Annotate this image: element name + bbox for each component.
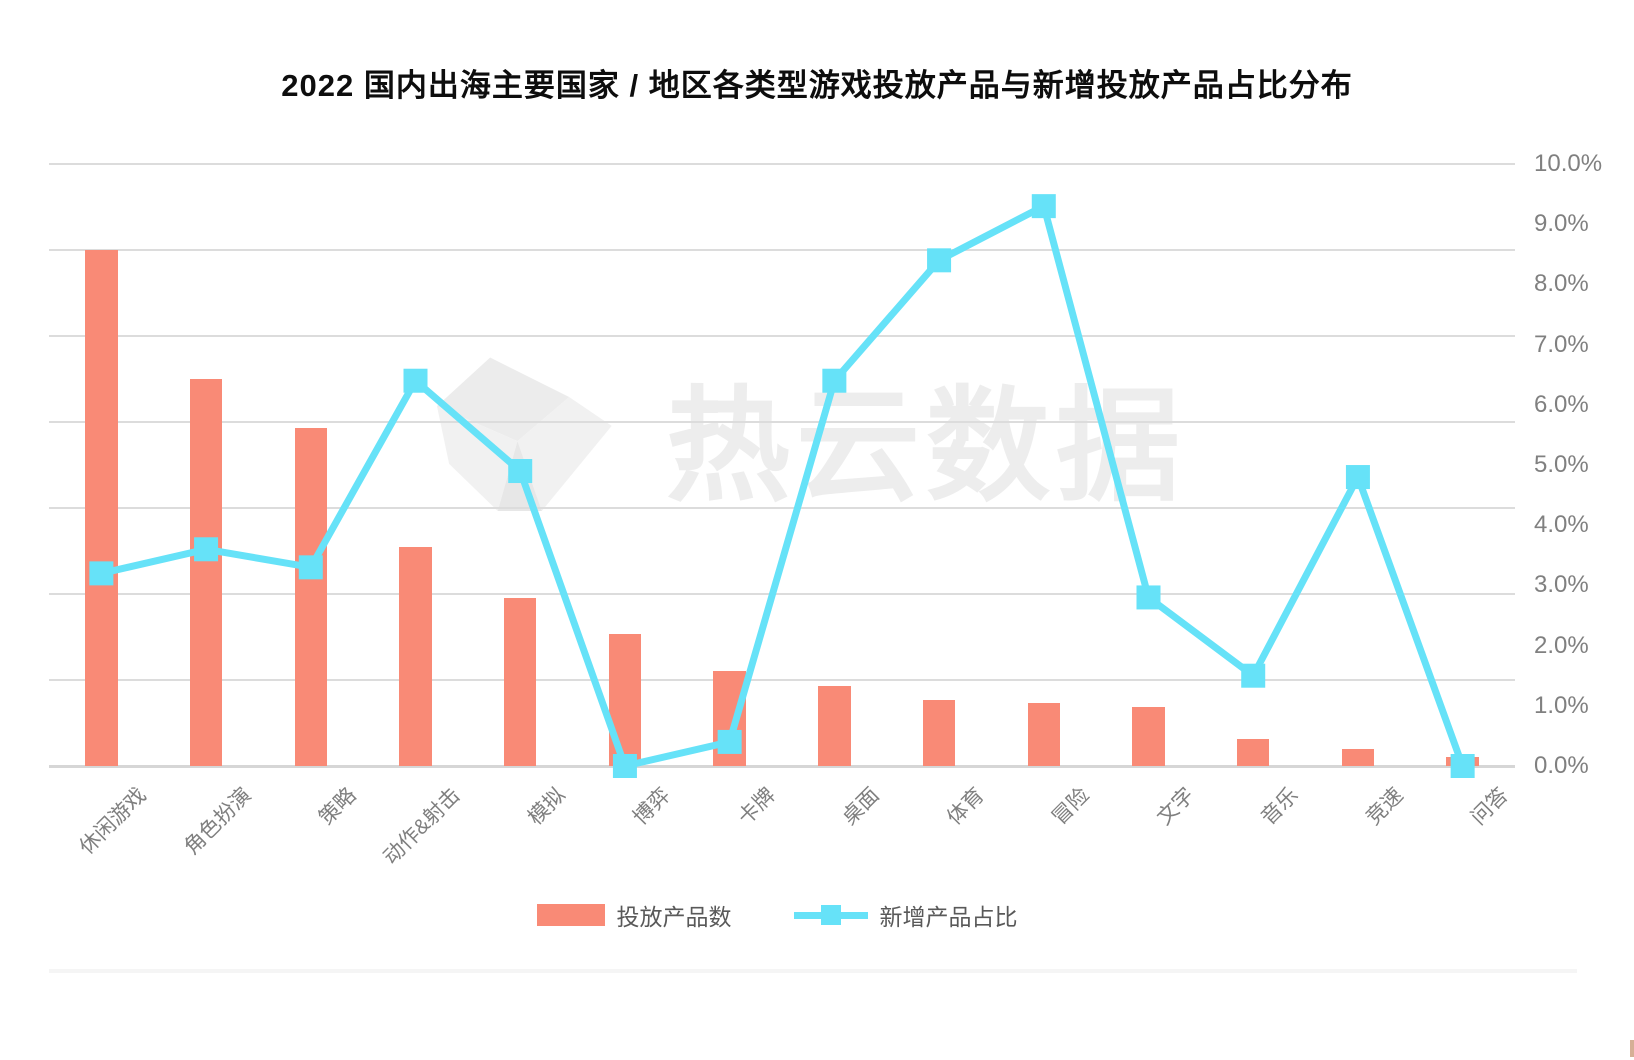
- x-axis-label: 体育: [942, 783, 989, 830]
- bar: [85, 250, 118, 766]
- gridline: [49, 335, 1515, 337]
- gridline: [49, 679, 1515, 681]
- line-marker: [822, 368, 847, 393]
- x-axis-label: 文字: [1152, 783, 1199, 830]
- y-axis-label: 2.0%: [1534, 631, 1589, 659]
- category-slot: [258, 164, 363, 766]
- category-slot: [887, 164, 992, 766]
- gridline: [49, 249, 1515, 251]
- y-axis-label: 3.0%: [1534, 571, 1589, 599]
- category-slot: [154, 164, 259, 766]
- right-y-axis: 10.0% 9.0% 8.0% 7.0% 6.0% 5.0% 4.0% 3.0% 2.0% 1.0…: [1534, 150, 1630, 779]
- legend-bar-swatch-icon: [536, 904, 605, 926]
- legend: 投放产品数 新增产品占比: [0, 898, 1594, 932]
- x-axis-label: 角色扮演: [180, 783, 256, 860]
- line-marker: [1450, 754, 1475, 778]
- bar: [189, 379, 223, 766]
- gridline: [49, 507, 1515, 509]
- chart-title: 2022 国内出海主要国家 / 地区各类型游戏投放产品与新增投放产品占比分布: [281, 68, 1353, 103]
- gridline: [49, 163, 1515, 165]
- edge-artifact: [1630, 1040, 1634, 1057]
- plot-area: [49, 163, 1515, 778]
- gridline: [49, 421, 1515, 423]
- y-axis-label: 7.0%: [1534, 330, 1589, 358]
- line-marker: [612, 754, 637, 778]
- line-marker: [194, 537, 219, 562]
- footer-divider: [49, 969, 1577, 973]
- y-axis-label: 0.0%: [1534, 752, 1589, 779]
- gridline: [49, 593, 1515, 595]
- bar: [818, 686, 851, 766]
- x-axis-label: 模拟: [524, 783, 571, 830]
- bar: [1132, 706, 1165, 766]
- legend-item-line: 新增产品占比: [793, 898, 1018, 932]
- bar: [922, 699, 956, 766]
- legend-label-line: 新增产品占比: [879, 904, 1018, 930]
- line-marker: [508, 459, 533, 484]
- x-axis-label: 问答: [1466, 783, 1513, 830]
- y-axis-label: 8.0%: [1534, 270, 1589, 298]
- bar: [399, 546, 432, 766]
- x-axis-label: 卡牌: [733, 783, 780, 830]
- category-slot: [991, 164, 1096, 766]
- x-axis: 休闲游戏 角色扮演 策略 动作&射击 模拟 博弈 卡牌 桌面 体育 冒险 文字 音乐 竞速 问答: [49, 766, 1515, 876]
- category-slot: [1096, 164, 1201, 766]
- line-marker: [1345, 465, 1370, 490]
- bar: [1237, 739, 1270, 766]
- x-axis-label: 音乐: [1257, 783, 1304, 830]
- bar: [294, 428, 328, 766]
- line-marker: [89, 561, 114, 586]
- x-axis-label: 竞速: [1361, 783, 1408, 830]
- bar-series: [49, 164, 1515, 766]
- line-marker: [1241, 663, 1266, 688]
- line-marker: [298, 555, 323, 580]
- line-path: [100, 200, 1466, 771]
- line-series: [89, 194, 1475, 778]
- bar: [1341, 748, 1375, 766]
- legend-line-swatch-icon: [793, 904, 868, 926]
- line-marker: [403, 368, 428, 393]
- y-axis-label: 5.0%: [1534, 451, 1589, 478]
- y-axis-label: 4.0%: [1534, 511, 1589, 539]
- y-axis-label: 6.0%: [1534, 390, 1589, 418]
- x-axis-line: [49, 765, 1515, 768]
- x-axis-label: 冒险: [1047, 783, 1094, 830]
- category-slot: [363, 164, 468, 766]
- y-axis-label: 1.0%: [1534, 691, 1589, 719]
- line-marker: [1136, 585, 1161, 610]
- category-slot: [1306, 164, 1411, 766]
- category-slot: [782, 164, 887, 766]
- x-axis-label: 桌面: [838, 783, 885, 830]
- x-axis-label: 策略: [314, 783, 361, 830]
- legend-line-marker: [820, 905, 841, 925]
- x-axis-label: 博弈: [628, 783, 675, 830]
- line-marker: [717, 729, 742, 754]
- x-axis-label: 动作&射击: [379, 783, 466, 870]
- line-marker: [1031, 194, 1056, 219]
- category-slot: [1201, 164, 1306, 766]
- category-slot: [468, 164, 573, 766]
- bar: [504, 598, 537, 766]
- y-axis-label: 10.0%: [1534, 150, 1603, 177]
- x-axis-label: 休闲游戏: [75, 783, 152, 860]
- legend-label-bars: 投放产品数: [616, 904, 732, 930]
- y-axis-label: 9.0%: [1534, 210, 1589, 238]
- legend-item-bars: 投放产品数: [536, 898, 732, 932]
- category-slot: [49, 164, 154, 766]
- bar: [1027, 703, 1061, 766]
- line-marker: [927, 248, 952, 273]
